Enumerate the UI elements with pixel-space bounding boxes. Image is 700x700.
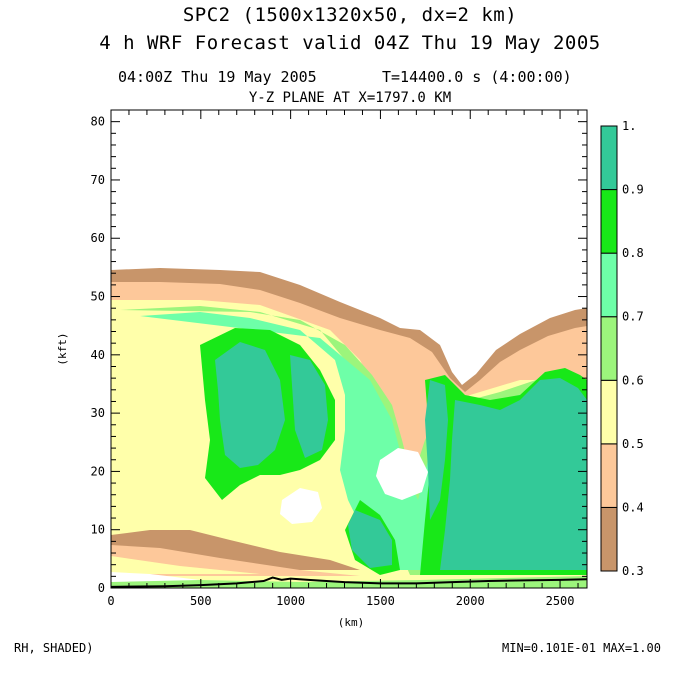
time-label: 04:00Z Thu 19 May 2005 <box>118 68 317 86</box>
colorbar-swatch <box>600 379 618 445</box>
y-axis-label: (kft) <box>56 332 69 365</box>
timestep-label: T=14400.0 s (4:00:00) <box>382 68 572 86</box>
colorbar-label: 1. <box>622 119 636 133</box>
rh-region-c09 <box>440 378 587 570</box>
colorbar-swatch <box>600 189 618 254</box>
colorbar-swatch <box>600 252 618 318</box>
plot-frame <box>110 109 588 589</box>
y-tick-label: 0 <box>98 581 105 595</box>
y-tick-label: 70 <box>91 173 105 187</box>
x-axis: 0 500 1000 1500 2000 2500 <box>107 110 579 608</box>
colorbar-swatch <box>600 443 618 508</box>
rh-region-white <box>111 572 200 582</box>
rh-region-c09 <box>215 342 285 468</box>
x-tick-label: 0 <box>107 594 114 608</box>
x-tick-label: 1000 <box>276 594 305 608</box>
terrain-profile <box>111 576 587 588</box>
rh-region-c09 <box>290 355 328 458</box>
y-axis: 0 10 20 30 40 50 60 70 80 <box>91 115 587 595</box>
terrain-line <box>111 576 587 588</box>
rh-region-c09 <box>425 380 448 520</box>
colorbar-label: 0.3 <box>622 564 644 578</box>
y-tick-label: 60 <box>91 231 105 245</box>
colorbar: 0.3 0.4 0.5 0.6 0.7 0.8 0.9 1. <box>600 119 644 578</box>
plane-label: Y-Z PLANE AT X=1797.0 KM <box>248 90 452 106</box>
rh-region-c05 <box>111 556 260 574</box>
colorbar-label: 0.4 <box>622 500 644 514</box>
colorbar-swatch <box>600 125 618 191</box>
x-axis-label: (km) <box>338 616 365 629</box>
colorbar-label: 0.8 <box>622 246 644 260</box>
y-tick-label: 20 <box>91 464 105 478</box>
y-tick-label: 30 <box>91 406 105 420</box>
rh-shaded-field <box>111 268 587 588</box>
rh-region-white <box>280 488 322 524</box>
colorbar-swatch <box>600 506 618 572</box>
y-tick-label: 50 <box>91 290 105 304</box>
colorbar-swatch <box>600 316 618 381</box>
colorbar-label: 0.7 <box>622 310 644 324</box>
footer-variable-label: RH, SHADED) <box>14 641 94 655</box>
x-tick-label: 2000 <box>456 594 485 608</box>
rh-cross-section-chart: 0 500 1000 1500 2000 2500 0 10 20 30 40 50 60 70 80 (… <box>56 109 644 629</box>
x-tick-label: 500 <box>190 594 212 608</box>
y-tick-label: 80 <box>91 115 105 129</box>
footer-min-max-label: MIN=0.101E-01 MAX=1.00 <box>502 641 661 655</box>
chart-title-line1: SPC2 (1500x1320x50, dx=2 km) <box>182 4 518 26</box>
y-tick-label: 40 <box>91 348 105 362</box>
rh-region-white <box>376 448 428 500</box>
x-tick-label: 1500 <box>366 594 395 608</box>
y-tick-label: 10 <box>91 523 105 537</box>
rh-region-c09 <box>348 510 392 568</box>
chart-title-line2: 4 h WRF Forecast valid 04Z Thu 19 May 20… <box>99 32 601 54</box>
colorbar-label: 0.9 <box>622 183 644 197</box>
colorbar-label: 0.5 <box>622 437 644 451</box>
x-tick-label: 2500 <box>546 594 575 608</box>
colorbar-label: 0.6 <box>622 373 644 387</box>
